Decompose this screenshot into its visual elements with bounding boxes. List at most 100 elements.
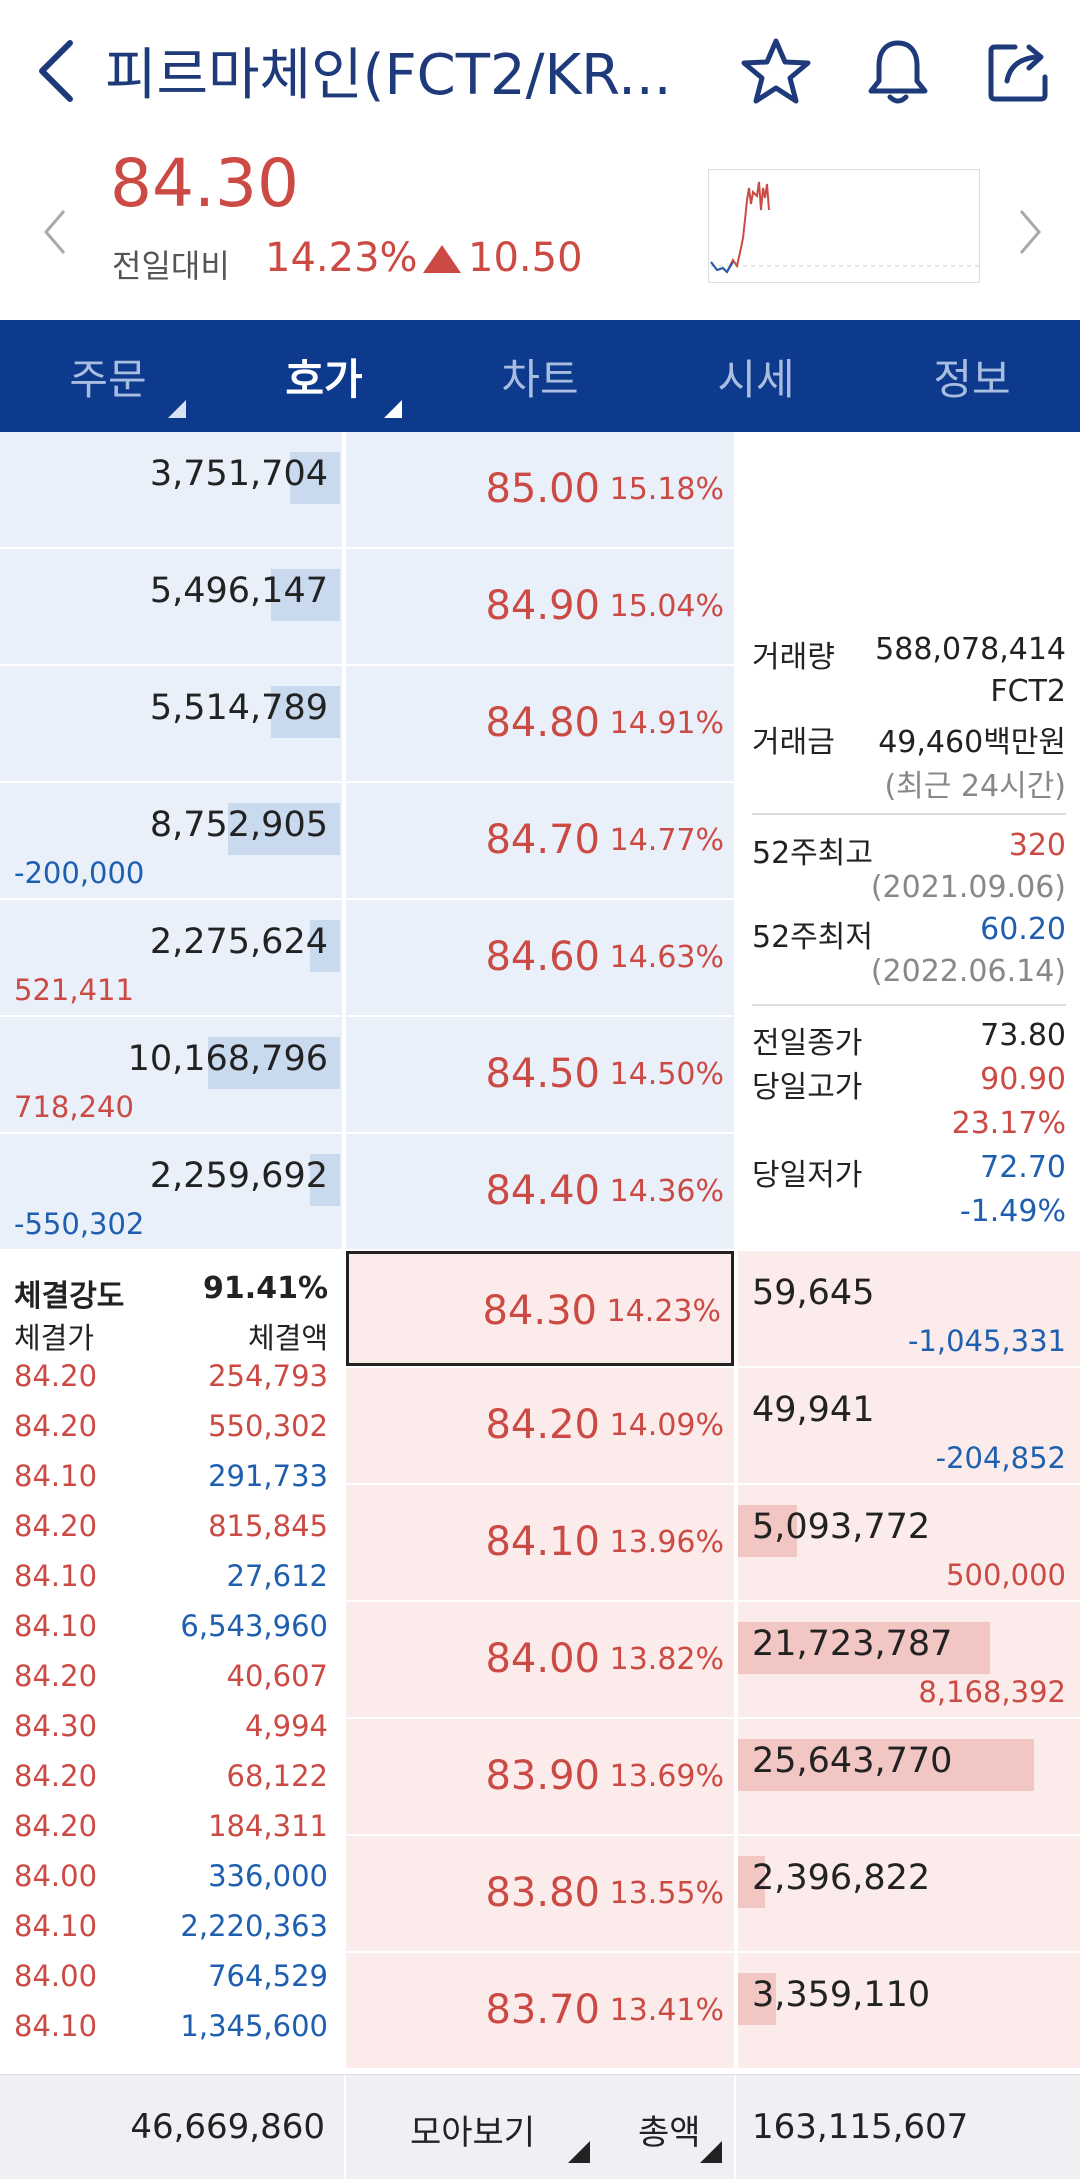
ask-price: 84.70 bbox=[485, 817, 600, 863]
tick-row: 84.20 68,122 bbox=[14, 1759, 328, 1809]
ask-price-cell[interactable]: 84.60 14.63% bbox=[346, 900, 734, 1015]
ask-row[interactable]: 2,275,624 521,411 84.60 14.63% bbox=[0, 900, 1080, 1017]
bid-volume-cell[interactable]: 25,643,770 bbox=[738, 1719, 1080, 1834]
mini-price-chart[interactable] bbox=[708, 169, 980, 283]
divider bbox=[752, 813, 1066, 815]
tick-price: 84.10 bbox=[14, 1909, 98, 1943]
bid-volume-cell[interactable]: 49,941 -204,852 bbox=[738, 1368, 1080, 1483]
ask-price-cell[interactable]: 85.00 15.18% bbox=[346, 432, 734, 547]
ask-volume-change: -550,302 bbox=[14, 1207, 145, 1241]
ask-volume-change: 718,240 bbox=[14, 1090, 134, 1124]
tab-quotes[interactable]: 시세 bbox=[648, 320, 864, 432]
ask-percent: 14.91% bbox=[609, 706, 724, 741]
ask-volume-cell[interactable]: 10,168,796 718,240 bbox=[0, 1017, 342, 1132]
tab-chart[interactable]: 차트 bbox=[432, 320, 648, 432]
bid-volume-cell[interactable]: 5,093,772 500,000 bbox=[738, 1485, 1080, 1600]
bid-price-cell[interactable]: 84.10 13.96% bbox=[346, 1485, 734, 1600]
tick-row: 84.10 2,220,363 bbox=[14, 1909, 328, 1959]
volume-unit: FCT2 bbox=[990, 674, 1066, 709]
total-amount-button[interactable]: 총액 bbox=[638, 2105, 701, 2154]
ask-price-cell[interactable]: 84.90 15.04% bbox=[346, 549, 734, 664]
up-triangle-icon bbox=[423, 245, 461, 273]
ask-volume-bar bbox=[310, 1154, 340, 1206]
bid-price: 84.00 bbox=[485, 1636, 600, 1682]
tab-orderbook[interactable]: 호가 bbox=[216, 320, 432, 432]
tick-price: 84.20 bbox=[14, 1409, 98, 1443]
ask-volume: 10,168,796 bbox=[127, 1039, 328, 1079]
bid-volume-cell[interactable]: 21,723,787 8,168,392 bbox=[738, 1602, 1080, 1717]
bid-price-cell[interactable]: 84.30 14.23% bbox=[346, 1251, 734, 1366]
bid-price-cell[interactable]: 84.20 14.09% bbox=[346, 1368, 734, 1483]
ask-volume-cell[interactable]: 8,752,905 -200,000 bbox=[0, 783, 342, 898]
ask-volume-bar bbox=[290, 452, 340, 504]
bell-icon[interactable] bbox=[865, 35, 931, 107]
share-icon[interactable] bbox=[985, 35, 1055, 107]
bid-price: 83.70 bbox=[485, 1987, 600, 2033]
back-arrow-icon[interactable] bbox=[30, 35, 82, 107]
day-low-label: 당일저가 bbox=[752, 1158, 863, 1193]
bid-row[interactable]: 83.70 13.41% 3,359,110 bbox=[0, 1953, 1080, 2070]
bid-volume: 59,645 bbox=[752, 1273, 875, 1313]
previous-coin-icon[interactable] bbox=[40, 207, 70, 257]
ask-price-cell[interactable]: 84.50 14.50% bbox=[346, 1017, 734, 1132]
total-amount-label: 총액 bbox=[638, 2113, 701, 2153]
ask-volume: 8,752,905 bbox=[149, 805, 328, 845]
tick-price: 84.10 bbox=[14, 1609, 98, 1643]
next-coin-icon[interactable] bbox=[1015, 207, 1045, 257]
bid-row[interactable]: 83.90 13.69% 25,643,770 bbox=[0, 1719, 1080, 1836]
tick-row: 84.20 815,845 bbox=[14, 1509, 328, 1559]
page-title: 피르마체인(FCT2/KR... bbox=[105, 43, 672, 108]
ask-row[interactable]: 10,168,796 718,240 84.50 14.50% bbox=[0, 1017, 1080, 1134]
bid-price: 83.90 bbox=[485, 1753, 600, 1799]
ask-volume-cell[interactable]: 5,514,789 bbox=[0, 666, 342, 781]
bid-price: 83.80 bbox=[485, 1870, 600, 1916]
bid-volume-cell[interactable]: 59,645 -1,045,331 bbox=[738, 1251, 1080, 1366]
ask-volume: 2,275,624 bbox=[149, 922, 328, 962]
bid-price-cell[interactable]: 83.70 13.41% bbox=[346, 1953, 734, 2068]
tick-price: 84.20 bbox=[14, 1359, 98, 1393]
ask-row[interactable]: 8,752,905 -200,000 84.70 14.77% bbox=[0, 783, 1080, 900]
bid-row[interactable]: 84.20 14.09% 49,941 -204,852 bbox=[0, 1368, 1080, 1485]
ask-volume-cell[interactable]: 5,496,147 bbox=[0, 549, 342, 664]
tick-price: 84.10 bbox=[14, 2009, 98, 2043]
low52-value: 60.20 bbox=[980, 912, 1066, 947]
tick-price: 84.20 bbox=[14, 1809, 98, 1843]
bid-price-cell[interactable]: 84.00 13.82% bbox=[346, 1602, 734, 1717]
bid-volume-cell[interactable]: 3,359,110 bbox=[738, 1953, 1080, 2068]
current-price-row[interactable]: 84.30 14.23% 59,645 -1,045,331 bbox=[0, 1251, 1080, 1368]
ask-row[interactable]: 2,259,692 -550,302 84.40 14.36% bbox=[0, 1134, 1080, 1251]
tick-row: 84.30 4,994 bbox=[14, 1709, 328, 1759]
group-view-button[interactable]: 모아보기 bbox=[410, 2105, 535, 2154]
tick-volume: 68,122 bbox=[226, 1759, 328, 1793]
tick-row: 84.20 254,793 bbox=[14, 1359, 328, 1409]
ask-price-cell[interactable]: 84.70 14.77% bbox=[346, 783, 734, 898]
bid-price-cell[interactable]: 83.90 13.69% bbox=[346, 1719, 734, 1834]
tab-order[interactable]: 주문 bbox=[0, 320, 216, 432]
bid-row[interactable]: 83.80 13.55% 2,396,822 bbox=[0, 1836, 1080, 1953]
ask-volume-cell[interactable]: 2,275,624 521,411 bbox=[0, 900, 342, 1015]
dropdown-corner-icon bbox=[384, 400, 402, 418]
bid-row[interactable]: 84.00 13.82% 21,723,787 8,168,392 bbox=[0, 1602, 1080, 1719]
divider bbox=[752, 1004, 1066, 1006]
strength-value: 91.41% bbox=[203, 1271, 328, 1306]
bid-volume-cell[interactable]: 2,396,822 bbox=[738, 1836, 1080, 1951]
ask-row[interactable]: 5,496,147 84.90 15.04% bbox=[0, 549, 1080, 666]
ask-row[interactable]: 3,751,704 85.00 15.18% bbox=[0, 432, 1080, 549]
ask-price-cell[interactable]: 84.40 14.36% bbox=[346, 1134, 734, 1249]
ask-volume-cell[interactable]: 3,751,704 bbox=[0, 432, 342, 547]
tick-row: 84.10 27,612 bbox=[14, 1559, 328, 1609]
day-high-pct: 23.17% bbox=[951, 1106, 1066, 1141]
bid-percent: 13.96% bbox=[609, 1525, 724, 1560]
tick-row: 84.20 184,311 bbox=[14, 1809, 328, 1859]
ask-row[interactable]: 5,514,789 84.80 14.91% bbox=[0, 666, 1080, 783]
tab-info[interactable]: 정보 bbox=[864, 320, 1080, 432]
star-icon[interactable] bbox=[740, 35, 812, 107]
tick-price: 84.30 bbox=[14, 1709, 98, 1743]
bid-price-cell[interactable]: 83.80 13.55% bbox=[346, 1836, 734, 1951]
bid-row[interactable]: 84.10 13.96% 5,093,772 500,000 bbox=[0, 1485, 1080, 1602]
bid-volume-change: -204,852 bbox=[935, 1441, 1066, 1475]
ask-price-cell[interactable]: 84.80 14.91% bbox=[346, 666, 734, 781]
bid-price: 84.30 bbox=[482, 1288, 597, 1334]
ask-volume-cell[interactable]: 2,259,692 -550,302 bbox=[0, 1134, 342, 1249]
amount-label: 거래금 bbox=[752, 725, 835, 760]
